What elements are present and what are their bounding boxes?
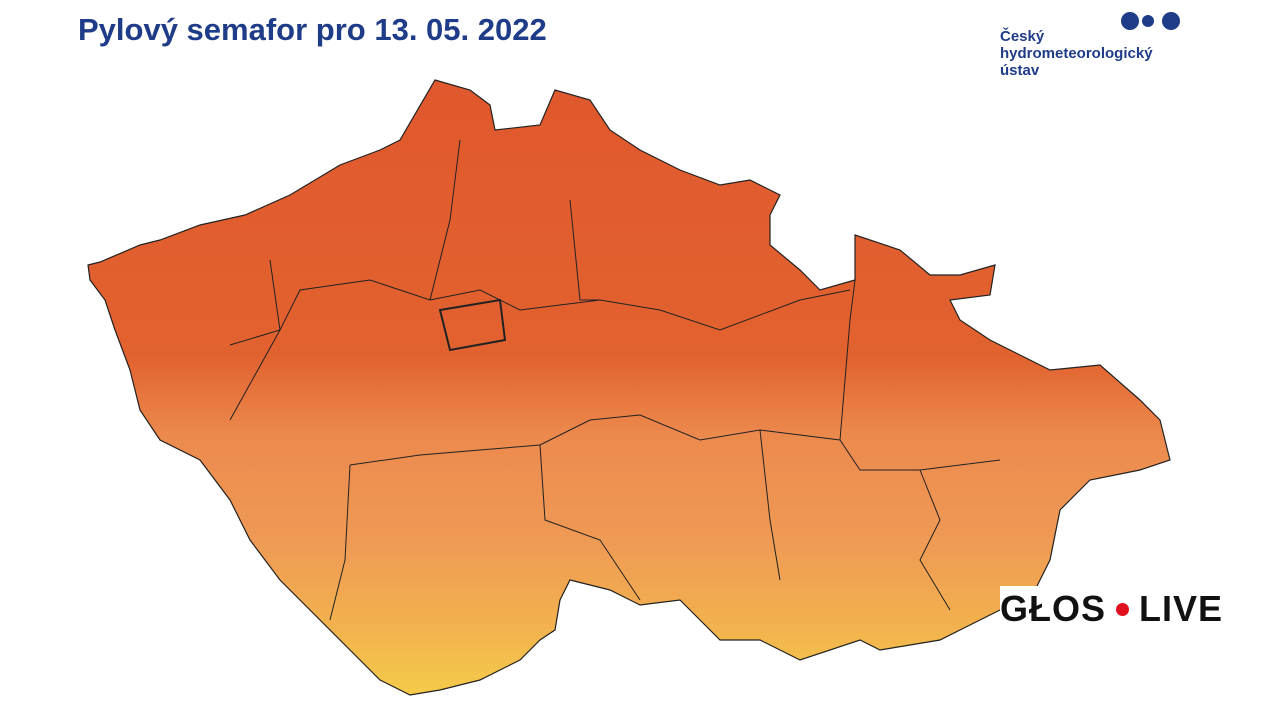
title: Pylový semafor pro 13. 05. 2022 xyxy=(78,12,547,47)
logo: Český hydrometeorologický ústav xyxy=(1000,28,1153,79)
watermark-left: GŁOS xyxy=(1000,588,1107,629)
region-borders xyxy=(229,139,1001,621)
logo-icon xyxy=(1121,12,1180,30)
watermark: GŁOS LIVE xyxy=(1000,586,1280,632)
watermark-right: LIVE xyxy=(1139,588,1224,629)
watermark-dot xyxy=(1116,602,1130,616)
logo-line: hydrometeorologický xyxy=(1000,45,1153,62)
logo-line: ústav xyxy=(1000,62,1040,79)
logo-line: Český xyxy=(1000,28,1045,45)
country-area xyxy=(87,79,1171,696)
